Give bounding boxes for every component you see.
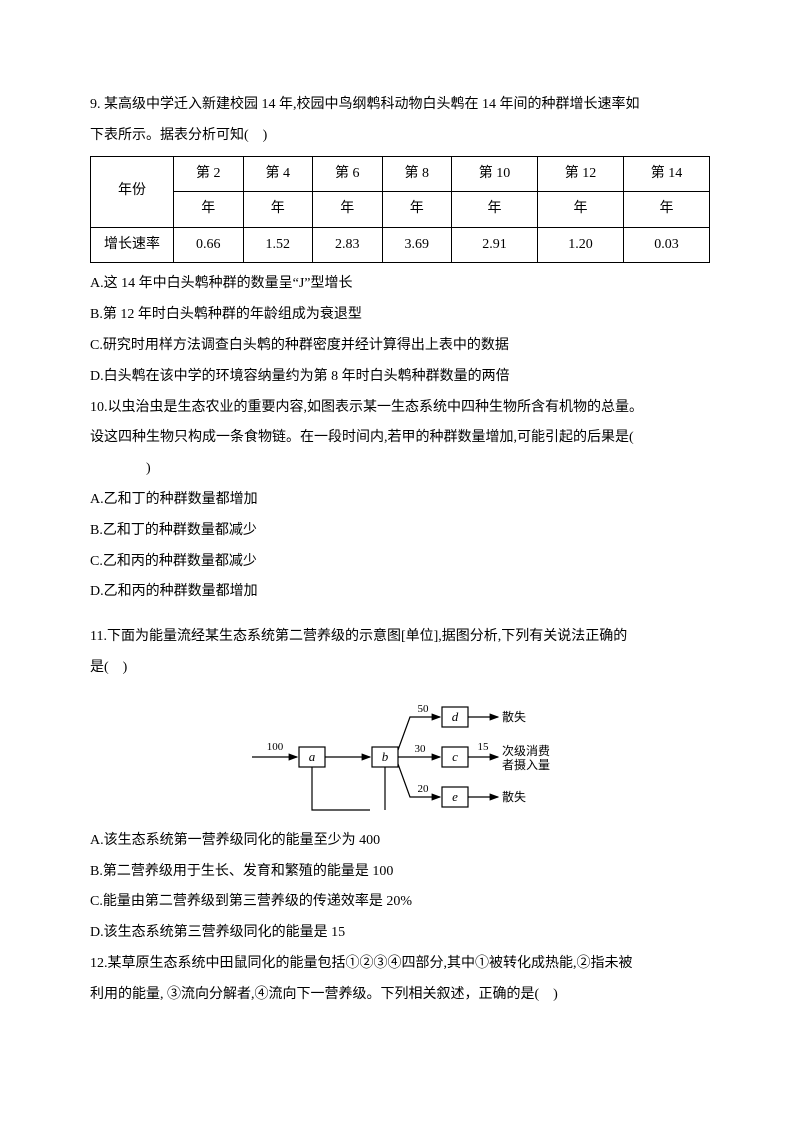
edge-in-label: 100	[267, 741, 284, 753]
q9-opt-c: C.研究时用样方法调查白头鹎的种群密度并经计算得出上表中的数据	[90, 331, 710, 362]
node-c: c	[452, 749, 458, 764]
col-top: 第 2	[174, 156, 244, 192]
q10-opt-d: D.乙和丙的种群数量都增加	[90, 577, 710, 608]
q11-opt-d: D.该生态系统第三营养级同化的能量是 15	[90, 918, 710, 949]
col-bot: 年	[382, 192, 452, 228]
col-top: 第 4	[243, 156, 313, 192]
col-bot: 年	[452, 192, 538, 228]
rate-val: 0.66	[174, 227, 244, 263]
header-year: 年份	[91, 156, 174, 227]
q10-stem-line2: 设这四种生物只构成一条食物链。在一段时间内,若甲的种群数量增加,可能引起的后果是…	[90, 423, 710, 454]
q9-opt-d: D.白头鹎在该中学的环境容纳量约为第 8 年时白头鹎种群数量的两倍	[90, 362, 710, 393]
node-a: a	[309, 749, 316, 764]
rate-val: 0.03	[623, 227, 709, 263]
node-e: e	[452, 789, 458, 804]
edge-cout-label: 15	[478, 741, 490, 753]
rate-val: 1.52	[243, 227, 313, 263]
page: 9. 某高级中学迁入新建校园 14 年,校园中鸟纲鹎科动物白头鹎在 14 年间的…	[0, 0, 800, 1132]
col-bot: 年	[313, 192, 383, 228]
col-top: 第 6	[313, 156, 383, 192]
col-bot: 年	[174, 192, 244, 228]
col-bot: 年	[537, 192, 623, 228]
q12-stem-line1: 12.某草原生态系统中田鼠同化的能量包括①②③④四部分,其中①被转化成热能,②指…	[90, 949, 710, 980]
table-row: 年 年 年 年 年 年 年	[91, 192, 710, 228]
rate-val: 2.83	[313, 227, 383, 263]
col-top: 第 10	[452, 156, 538, 192]
q11-stem-line1: 11.下面为能量流经某生态系统第二营养级的示意图[单位],据图分析,下列有关说法…	[90, 622, 710, 653]
q11-opt-c: C.能量由第二营养级到第三营养级的传递效率是 20%	[90, 887, 710, 918]
col-bot: 年	[623, 192, 709, 228]
q10-opt-b: B.乙和丁的种群数量都减少	[90, 516, 710, 547]
q10-opt-c: C.乙和丙的种群数量都减少	[90, 547, 710, 578]
q9-opt-a: A.这 14 年中白头鹎种群的数量呈“J”型增长	[90, 269, 710, 300]
q12-stem-line2: 利用的能量, ③流向分解者,④流向下一营养级。下列相关叙述，正确的是( )	[90, 980, 710, 1011]
label-c-right1: 次级消费	[502, 743, 550, 757]
q11-diagram: 100 a b 50 d 散失 30 c 15 次级消费 者摄入量 20 e 散…	[240, 692, 560, 822]
edge-bc-label: 30	[415, 743, 427, 755]
rate-val: 1.20	[537, 227, 623, 263]
table-row: 增长速率 0.66 1.52 2.83 3.69 2.91 1.20 0.03	[91, 227, 710, 263]
rate-val: 3.69	[382, 227, 452, 263]
label-d-right: 散失	[502, 708, 526, 723]
col-top: 第 8	[382, 156, 452, 192]
q10-opt-a: A.乙和丁的种群数量都增加	[90, 485, 710, 516]
label-e-right: 散失	[502, 788, 526, 803]
q9-opt-b: B.第 12 年时白头鹎种群的年龄组成为衰退型	[90, 300, 710, 331]
edge-bd-label: 50	[418, 703, 430, 715]
label-c-right2: 者摄入量	[502, 756, 550, 771]
q10-stem-line3: )	[90, 454, 710, 485]
q9-stem-line1: 9. 某高级中学迁入新建校园 14 年,校园中鸟纲鹎科动物白头鹎在 14 年间的…	[90, 90, 710, 121]
col-bot: 年	[243, 192, 313, 228]
col-top: 第 14	[623, 156, 709, 192]
q10-stem-line1: 10.以虫治虫是生态农业的重要内容,如图表示某一生态系统中四种生物所含有机物的总…	[90, 393, 710, 424]
node-d: d	[452, 709, 459, 724]
col-top: 第 12	[537, 156, 623, 192]
q11-opt-a: A.该生态系统第一营养级同化的能量至少为 400	[90, 826, 710, 857]
q11-stem-line2: 是( )	[90, 653, 710, 684]
table-row: 年份 第 2 第 4 第 6 第 8 第 10 第 12 第 14	[91, 156, 710, 192]
q11-opt-b: B.第二营养级用于生长、发育和繁殖的能量是 100	[90, 857, 710, 888]
edge-be-label: 20	[418, 783, 430, 795]
q9-stem-line2: 下表所示。据表分析可知( )	[90, 121, 710, 152]
node-b: b	[382, 749, 389, 764]
q9-table: 年份 第 2 第 4 第 6 第 8 第 10 第 12 第 14 年 年 年 …	[90, 156, 710, 264]
rate-val: 2.91	[452, 227, 538, 263]
row-rate-label: 增长速率	[91, 227, 174, 263]
